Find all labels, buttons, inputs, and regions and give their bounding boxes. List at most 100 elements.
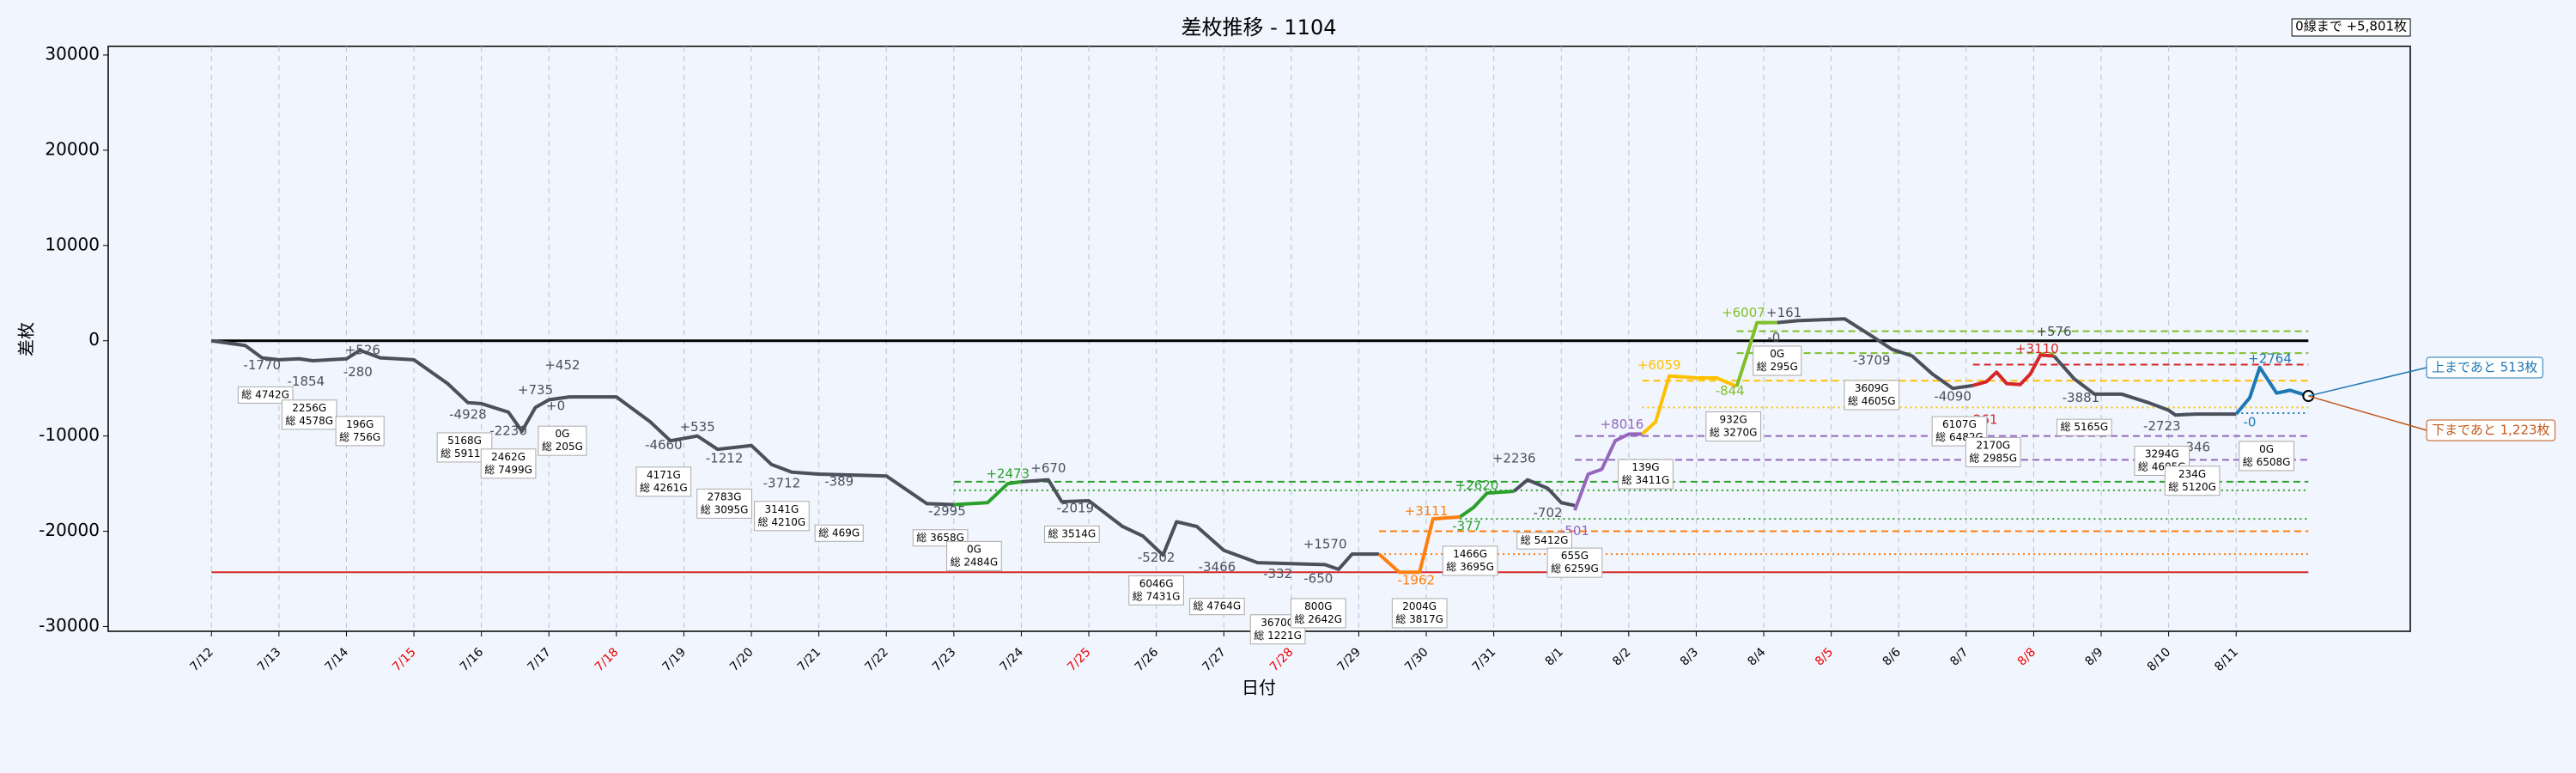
box-text: 総 3514G bbox=[1048, 527, 1097, 539]
box-text: 総 2985G bbox=[1969, 452, 2017, 464]
box-text: 0G bbox=[556, 428, 570, 440]
box-text: 総 6259G bbox=[1551, 563, 1599, 575]
series-line bbox=[1021, 478, 1380, 571]
change-label: -2995 bbox=[928, 503, 966, 519]
x-axis-title: 日付 bbox=[1242, 678, 1276, 698]
box-text: 1466G bbox=[1453, 548, 1487, 560]
chart-title: 差枚推移 - 1104 bbox=[1182, 15, 1337, 40]
box-text: 2004G bbox=[1402, 600, 1437, 612]
change-label: +3110 bbox=[2015, 341, 2059, 356]
box-frame bbox=[281, 399, 337, 430]
change-label: -4660 bbox=[645, 437, 683, 453]
game-count-box: 総 469G bbox=[814, 524, 864, 542]
box-text: 0G bbox=[967, 543, 981, 555]
change-label: +535 bbox=[680, 419, 715, 435]
change-label: -377 bbox=[1452, 518, 1481, 533]
box-text: 総 5412G bbox=[1521, 534, 1569, 546]
callout-line bbox=[2308, 367, 2427, 397]
box-frame bbox=[1442, 545, 1498, 576]
box-text: 6046G bbox=[1139, 577, 1174, 589]
y-tick-label: -20000 bbox=[39, 520, 100, 540]
change-label: +3111 bbox=[1405, 503, 1449, 519]
box-text: 総 5165G bbox=[2061, 421, 2109, 433]
series-line bbox=[1377, 514, 1461, 575]
box-text: 総 5911G bbox=[440, 447, 489, 460]
box-text: 総 3270G bbox=[1710, 427, 1758, 439]
box-text: 総 3817G bbox=[1395, 613, 1443, 625]
change-label: +6059 bbox=[1637, 357, 1681, 373]
game-count-box: 0G総 6508G bbox=[2239, 441, 2294, 472]
box-frame bbox=[946, 540, 1002, 571]
change-label: +2473 bbox=[986, 466, 1030, 481]
box-text: 2783G bbox=[708, 490, 742, 502]
change-label: +735 bbox=[518, 382, 553, 398]
box-frame bbox=[237, 386, 294, 404]
box-frame bbox=[538, 425, 587, 456]
box-text: 総 2484G bbox=[951, 556, 999, 568]
box-text: 総 4578G bbox=[285, 415, 333, 427]
y-tick-label: 0 bbox=[88, 329, 100, 350]
box-text: 196G bbox=[346, 418, 374, 430]
game-count-box: 総 4764G bbox=[1189, 598, 1245, 616]
series-line bbox=[1573, 432, 1643, 511]
y-tick-label: -30000 bbox=[39, 615, 100, 636]
box-text: 総 756G bbox=[339, 431, 380, 443]
box-frame bbox=[1128, 575, 1184, 606]
box-text: 0G bbox=[2259, 443, 2274, 455]
change-label: -389 bbox=[824, 473, 854, 489]
box-text: 234G bbox=[2178, 468, 2206, 480]
box-text: 3609G bbox=[1855, 382, 1889, 394]
box-text: 総 4261G bbox=[640, 482, 688, 494]
change-label: -5202 bbox=[1138, 550, 1176, 565]
box-frame bbox=[1965, 436, 2021, 467]
box-frame bbox=[696, 488, 752, 519]
game-count-box: 総 5165G bbox=[2057, 418, 2112, 436]
change-label: +1570 bbox=[1303, 537, 1347, 552]
change-label: -3466 bbox=[1199, 559, 1236, 575]
box-text: 総 295G bbox=[1757, 361, 1798, 373]
callout-frame bbox=[2426, 356, 2543, 379]
box-text: 139G bbox=[1631, 461, 1659, 473]
series-line bbox=[1735, 320, 1777, 387]
change-label: -844 bbox=[1716, 383, 1745, 399]
box-frame bbox=[635, 466, 692, 497]
change-label: -4090 bbox=[1934, 389, 1971, 405]
box-text: 総 3411G bbox=[1622, 474, 1670, 486]
change-label: +526 bbox=[345, 342, 380, 357]
series-line bbox=[210, 338, 954, 507]
box-text: 655G bbox=[1561, 550, 1589, 562]
box-frame bbox=[2057, 418, 2112, 436]
change-label: +161 bbox=[1766, 305, 1801, 320]
change-label: -1770 bbox=[243, 357, 281, 373]
box-text: 5168G bbox=[447, 435, 482, 447]
box-text: 総 6508G bbox=[2243, 456, 2291, 468]
corner-note: 0線まで +5,801枚 bbox=[2291, 18, 2411, 37]
y-tick-label: -10000 bbox=[39, 424, 100, 445]
change-label: -3881 bbox=[2063, 390, 2100, 405]
plot-area bbox=[107, 46, 2411, 632]
change-label: -3712 bbox=[763, 476, 801, 491]
box-text: 総 4605G bbox=[1848, 395, 1896, 407]
corner-note-text: 0線まで +5,801枚 bbox=[2295, 19, 2407, 34]
box-text: 総 1221G bbox=[1254, 630, 1302, 642]
series-line bbox=[953, 479, 1022, 507]
change-label: -3709 bbox=[1853, 353, 1891, 368]
box-frame bbox=[335, 416, 385, 447]
series-line bbox=[1777, 317, 1973, 391]
callout-line bbox=[2308, 395, 2427, 431]
change-label: -702 bbox=[1533, 505, 1562, 520]
box-text: 総 205G bbox=[542, 441, 583, 453]
y-tick-label: 20000 bbox=[45, 138, 100, 159]
box-text: 3670G bbox=[1261, 617, 1295, 629]
